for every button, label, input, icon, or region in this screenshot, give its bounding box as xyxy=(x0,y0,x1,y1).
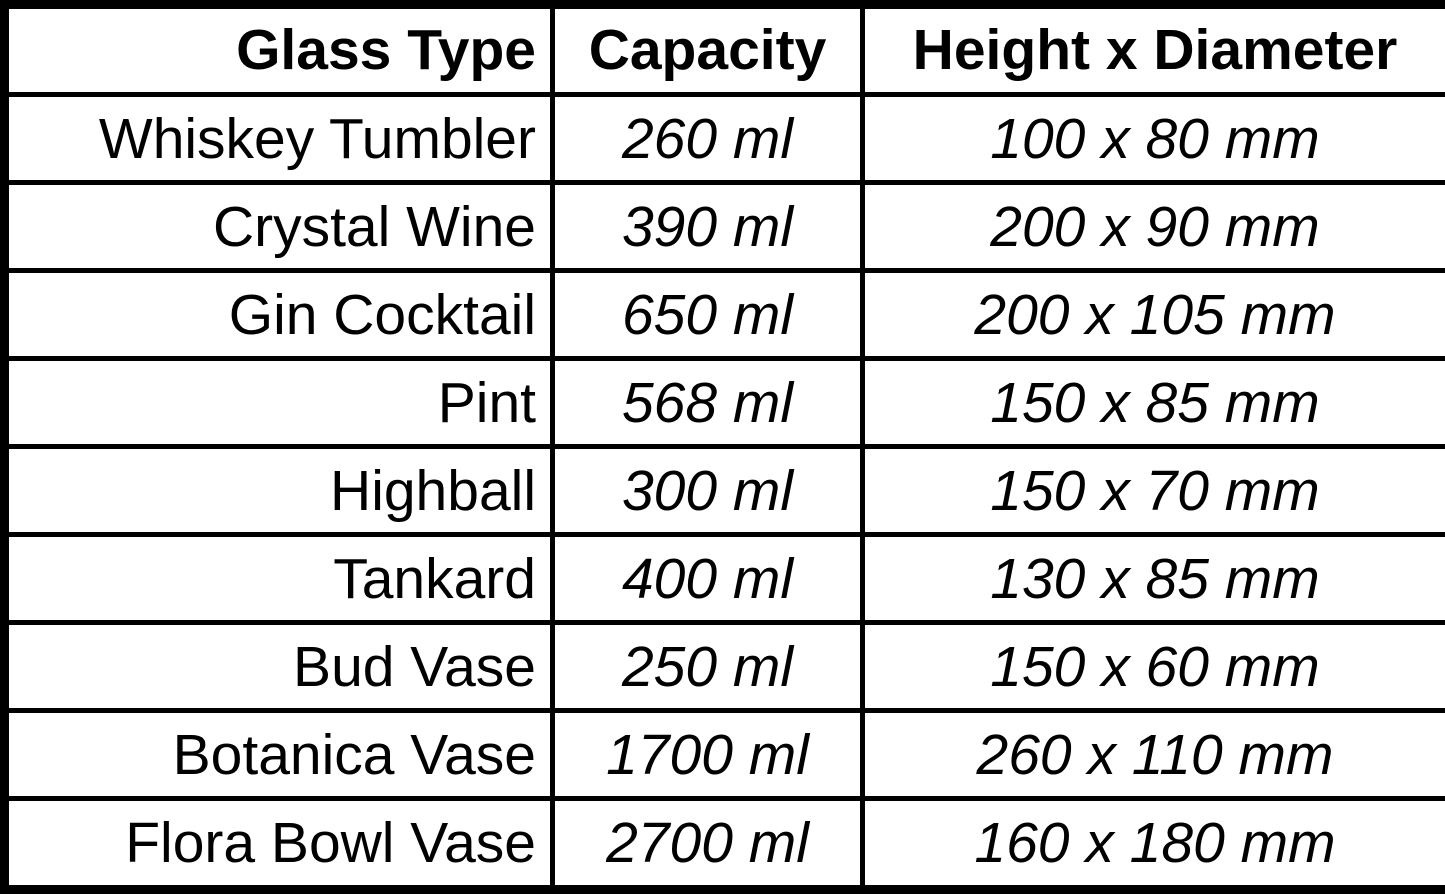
table-row: Whiskey Tumbler 260 ml 100 x 80 mm xyxy=(0,92,1445,186)
cell-capacity: 390 ml xyxy=(550,180,865,274)
cell-capacity: 260 ml xyxy=(550,92,865,186)
table-row: Flora Bowl Vase 2700 ml 160 x 180 mm xyxy=(0,796,1445,894)
table-row: Pint 568 ml 150 x 85 mm xyxy=(0,356,1445,450)
table-header-row: Glass Type Capacity Height x Diameter xyxy=(0,0,1445,98)
cell-capacity: 2700 ml xyxy=(550,796,865,894)
cell-capacity: 1700 ml xyxy=(550,708,865,802)
table-row: Gin Cocktail 650 ml 200 x 105 mm xyxy=(0,268,1445,362)
cell-glass-type: Botanica Vase xyxy=(0,708,555,802)
cell-capacity: 250 ml xyxy=(550,620,865,714)
table-row: Crystal Wine 390 ml 200 x 90 mm xyxy=(0,180,1445,274)
table-row: Highball 300 ml 150 x 70 mm xyxy=(0,444,1445,538)
cell-glass-type: Tankard xyxy=(0,532,555,626)
cell-capacity: 300 ml xyxy=(550,444,865,538)
cell-dimensions: 160 x 180 mm xyxy=(860,796,1445,894)
cell-glass-type: Highball xyxy=(0,444,555,538)
table-row: Botanica Vase 1700 ml 260 x 110 mm xyxy=(0,708,1445,802)
cell-glass-type: Whiskey Tumbler xyxy=(0,92,555,186)
cell-capacity: 650 ml xyxy=(550,268,865,362)
table-row: Tankard 400 ml 130 x 85 mm xyxy=(0,532,1445,626)
cell-dimensions: 260 x 110 mm xyxy=(860,708,1445,802)
cell-glass-type: Flora Bowl Vase xyxy=(0,796,555,894)
cell-glass-type: Gin Cocktail xyxy=(0,268,555,362)
cell-dimensions: 200 x 105 mm xyxy=(860,268,1445,362)
cell-glass-type: Bud Vase xyxy=(0,620,555,714)
cell-dimensions: 100 x 80 mm xyxy=(860,92,1445,186)
header-capacity: Capacity xyxy=(550,0,865,98)
cell-dimensions: 150 x 85 mm xyxy=(860,356,1445,450)
cell-dimensions: 150 x 60 mm xyxy=(860,620,1445,714)
cell-dimensions: 130 x 85 mm xyxy=(860,532,1445,626)
header-height-x-diameter: Height x Diameter xyxy=(860,0,1445,98)
header-glass-type: Glass Type xyxy=(0,0,555,98)
cell-capacity: 400 ml xyxy=(550,532,865,626)
table-row: Bud Vase 250 ml 150 x 60 mm xyxy=(0,620,1445,714)
cell-glass-type: Crystal Wine xyxy=(0,180,555,274)
cell-capacity: 568 ml xyxy=(550,356,865,450)
cell-glass-type: Pint xyxy=(0,356,555,450)
cell-dimensions: 150 x 70 mm xyxy=(860,444,1445,538)
cell-dimensions: 200 x 90 mm xyxy=(860,180,1445,274)
